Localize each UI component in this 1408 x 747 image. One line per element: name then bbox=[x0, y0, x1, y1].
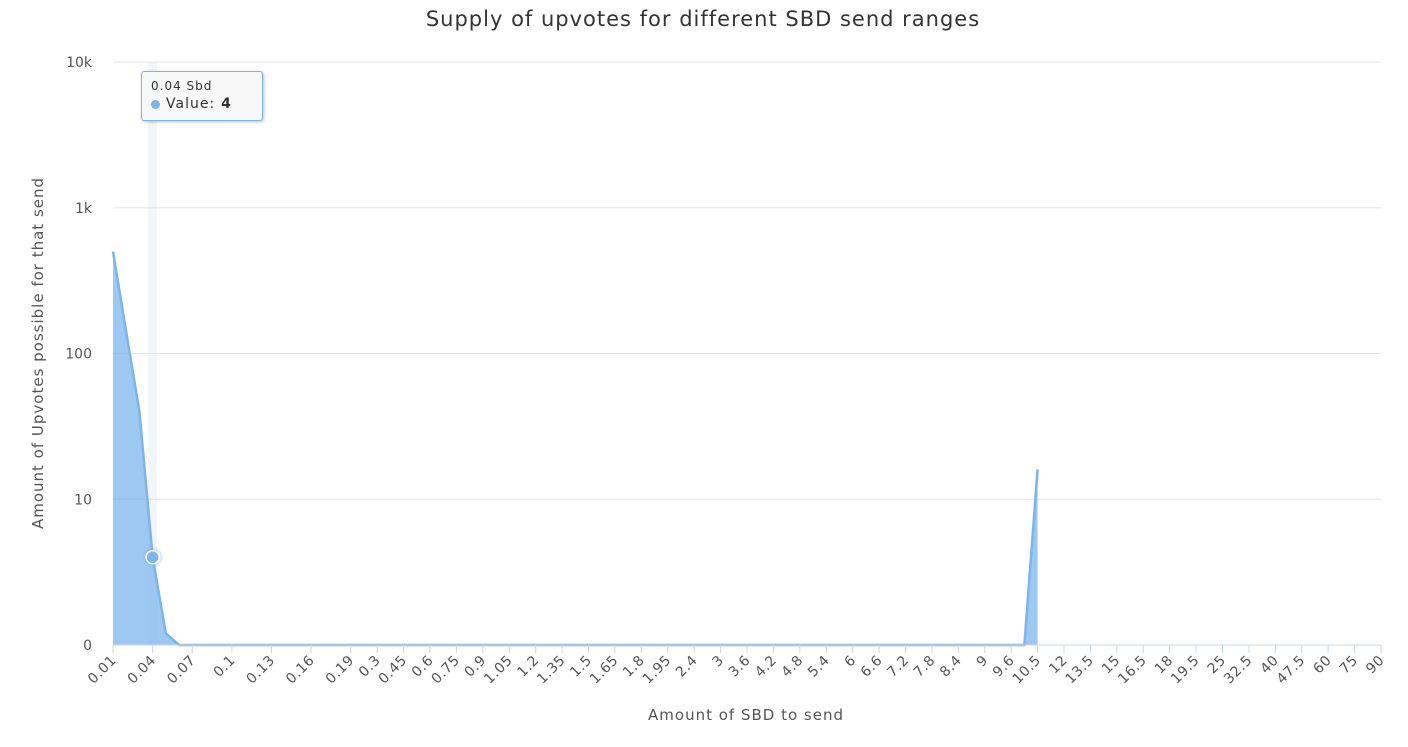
series-area bbox=[113, 251, 1038, 645]
x-tick-label: 0.04 bbox=[125, 653, 160, 688]
hover-highlight bbox=[148, 62, 158, 645]
x-tick-label: 90 bbox=[1363, 653, 1388, 678]
x-tick-label: 0.01 bbox=[85, 653, 120, 688]
chart-title: Supply of upvotes for different SBD send… bbox=[426, 7, 980, 31]
x-tick-label: 3.6 bbox=[726, 653, 754, 681]
x-tick-label: 1.95 bbox=[640, 653, 675, 688]
tooltip-value: 4 bbox=[221, 96, 232, 112]
y-tick-label: 10 bbox=[74, 492, 92, 508]
tooltip: 0.04 Sbd Value: 4 bbox=[141, 71, 263, 121]
x-tick-label: 0.07 bbox=[164, 653, 199, 688]
x-tick-label: 6.6 bbox=[858, 653, 886, 681]
x-tick-label: 3 bbox=[709, 653, 727, 671]
tooltip-row: Value: 4 bbox=[151, 96, 253, 112]
y-axis-title: Amount of Upvotes possible for that send bbox=[29, 177, 47, 529]
x-tick-label: 7.8 bbox=[911, 653, 939, 681]
x-tick-label: 60 bbox=[1310, 653, 1335, 678]
x-tick-label: 7.2 bbox=[884, 653, 912, 681]
x-tick-label: 19.5 bbox=[1168, 653, 1203, 688]
tooltip-header: 0.04 Sbd bbox=[151, 79, 213, 93]
x-tick-label: 8.4 bbox=[937, 653, 965, 681]
data-point-marker[interactable] bbox=[145, 549, 160, 565]
hover-band bbox=[148, 62, 158, 645]
tooltip-label: Value: bbox=[166, 96, 216, 112]
x-axis: 0.01 0.04 0.07 0.1 0.13 0.16 0.190.30.450.60.7… bbox=[85, 644, 1388, 688]
x-tick-label: 4.2 bbox=[752, 653, 780, 681]
y-tick-label: 1k bbox=[75, 201, 93, 217]
x-tick-label: 16.5 bbox=[1115, 653, 1150, 688]
y-axis-ticks: 0 10 100 1k 10k bbox=[65, 55, 93, 654]
x-tick-label: 1.05 bbox=[481, 653, 516, 688]
grid-lines bbox=[113, 61, 1381, 500]
x-tick-label: 0.19 bbox=[323, 653, 358, 688]
x-tick-label: 10.5 bbox=[1010, 653, 1045, 688]
x-tick-label: 75 bbox=[1337, 653, 1362, 678]
x-tick-label: 1.35 bbox=[534, 653, 569, 688]
x-tick-label: 6 bbox=[842, 653, 860, 671]
y-tick-label: 100 bbox=[65, 347, 92, 363]
x-tick-label: 0.1 bbox=[211, 653, 239, 681]
x-tick-label: 0.75 bbox=[428, 653, 463, 688]
x-tick-label: 47.5 bbox=[1274, 653, 1309, 688]
y-tick-label: 10k bbox=[66, 55, 93, 71]
series-dot-icon bbox=[151, 99, 160, 109]
x-tick-label: 13.5 bbox=[1062, 653, 1097, 688]
x-tick-label: 9 bbox=[974, 653, 992, 671]
x-tick-label: 1.65 bbox=[587, 653, 622, 688]
series-line[interactable] bbox=[111, 251, 1039, 647]
x-tick-label: 0.16 bbox=[283, 653, 318, 688]
x-tick-label: 5.4 bbox=[805, 653, 833, 681]
x-tick-label: 4.8 bbox=[779, 653, 807, 681]
x-axis-title: Amount of SBD to send bbox=[648, 706, 844, 724]
y-tick-label: 0 bbox=[83, 638, 92, 654]
plot-area[interactable] bbox=[111, 251, 1039, 647]
x-tick-label: 32.5 bbox=[1221, 653, 1256, 688]
x-tick-label: 2.4 bbox=[673, 653, 701, 681]
x-tick-label: 0.45 bbox=[376, 653, 411, 688]
x-tick-label: 0.13 bbox=[244, 653, 279, 688]
